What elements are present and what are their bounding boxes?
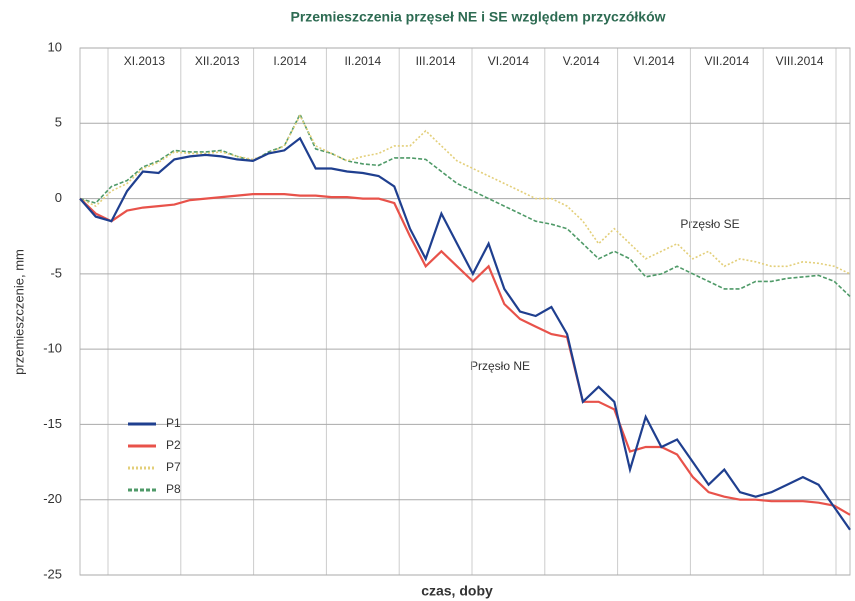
- month-label: XII.2013: [195, 54, 240, 68]
- y-tick-label: 10: [48, 39, 62, 54]
- y-axis-label: przemieszczenie, mm: [11, 249, 26, 375]
- month-label: VI.2014: [633, 54, 675, 68]
- month-label: VII.2014: [704, 54, 749, 68]
- annotation: Przęsło NE: [470, 359, 530, 373]
- month-label: V.2014: [563, 54, 600, 68]
- data-line: [79, 136, 851, 531]
- y-tick-label: -20: [43, 491, 62, 506]
- month-label: XI.2013: [124, 54, 166, 68]
- annotation: Przęsło SE: [680, 217, 739, 231]
- data-line: [79, 114, 851, 275]
- month-label: VI.2014: [488, 54, 530, 68]
- legend-label: P8: [166, 482, 181, 496]
- chart-title: Przemieszczenia przęseł NE i SE względem…: [290, 9, 665, 25]
- month-label: I.2014: [273, 54, 307, 68]
- y-tick-label: -10: [43, 341, 62, 356]
- y-tick-label: -15: [43, 416, 62, 431]
- legend-label: P2: [166, 438, 181, 452]
- month-label: III.2014: [416, 54, 456, 68]
- month-label: II.2014: [344, 54, 381, 68]
- month-label: VIII.2014: [776, 54, 824, 68]
- y-tick-label: -25: [43, 566, 62, 581]
- legend-label: P7: [166, 460, 181, 474]
- y-tick-label: -5: [50, 265, 62, 280]
- y-tick-label: 0: [55, 190, 62, 205]
- legend-label: P1: [166, 416, 181, 430]
- data-line: [79, 112, 851, 297]
- y-tick-label: 5: [55, 115, 62, 130]
- x-axis-label: czas, doby: [421, 583, 493, 599]
- data-line: [79, 193, 851, 516]
